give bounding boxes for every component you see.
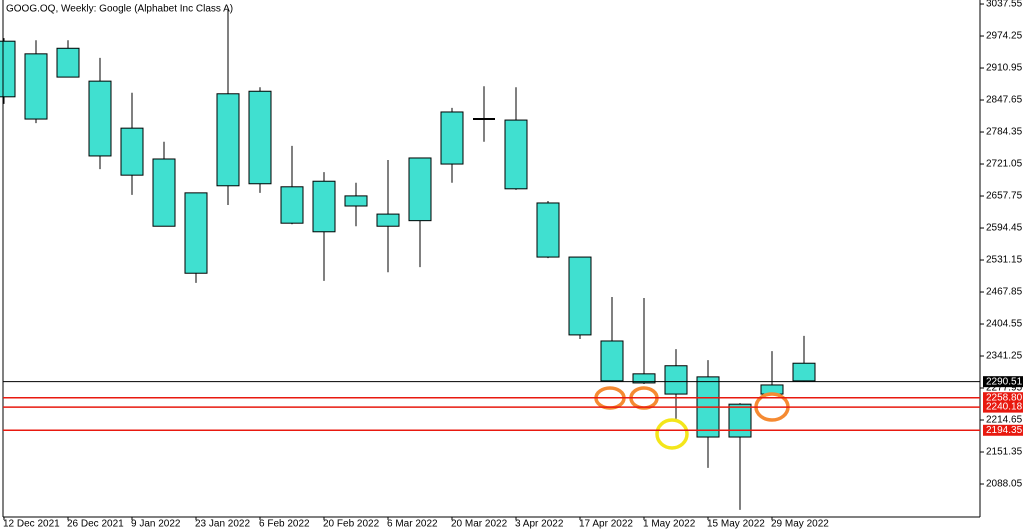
candle-body	[216, 93, 240, 187]
x-tick-label: 20 Mar 2022	[451, 519, 508, 530]
y-tick-label: 2784.35	[986, 127, 1023, 138]
candle-body	[792, 362, 816, 382]
level-label: 2240.18	[986, 402, 1023, 413]
x-tick-label: 6 Feb 2022	[259, 519, 310, 530]
y-tick-label: 2277.95	[986, 383, 1023, 394]
candle-body	[376, 213, 400, 227]
level-label-box	[983, 392, 1023, 404]
candle-body	[440, 111, 464, 165]
y-tick-label: 3037.55	[986, 0, 1023, 10]
x-tick-label: 17 Apr 2022	[579, 519, 633, 530]
y-tick-label: 2404.55	[986, 319, 1023, 330]
candle-body	[248, 90, 272, 185]
candle-body	[408, 157, 432, 222]
y-tick-label: 2847.65	[986, 95, 1023, 106]
x-tick-label: 9 Jan 2022	[131, 519, 181, 530]
candle-body	[88, 80, 112, 157]
candle-body	[0, 40, 16, 98]
y-tick-label: 2657.75	[986, 191, 1023, 202]
candle-body	[504, 119, 528, 190]
candle-body	[728, 403, 752, 438]
candle-body	[632, 373, 656, 384]
candle-body	[280, 186, 304, 224]
y-tick-label: 2467.85	[986, 287, 1023, 298]
y-tick-label: 2341.25	[986, 351, 1023, 362]
level-label: 2194.35	[986, 425, 1023, 436]
x-tick-label: 20 Feb 2022	[323, 519, 380, 530]
candle-body	[152, 158, 176, 227]
candle-body	[568, 256, 592, 336]
y-tick-label: 2531.15	[986, 255, 1023, 266]
x-tick-label: 15 May 2022	[707, 519, 765, 530]
candle-body	[664, 365, 688, 395]
candle-body	[120, 127, 144, 176]
y-tick-label: 2151.35	[986, 447, 1023, 458]
y-tick-label: 2214.65	[986, 415, 1023, 426]
x-tick-label: 23 Jan 2022	[195, 519, 250, 530]
x-tick-label: 3 Apr 2022	[515, 519, 564, 530]
level-label-box	[983, 424, 1023, 436]
y-tick-label: 2594.45	[986, 223, 1023, 234]
x-tick-label: 26 Dec 2021	[67, 519, 124, 530]
candle-body	[184, 192, 208, 274]
y-tick-label: 2721.05	[986, 159, 1023, 170]
x-tick-label: 6 Mar 2022	[387, 519, 438, 530]
annotation-circle	[655, 418, 689, 450]
y-tick-label: 2088.05	[986, 479, 1023, 490]
candle-body	[536, 202, 560, 258]
candle-body	[56, 47, 80, 78]
level-label-box	[983, 401, 1023, 413]
level-label: 2258.80	[986, 392, 1023, 403]
level-label: 2290.51	[986, 376, 1023, 387]
y-tick-label: 2974.25	[986, 31, 1023, 42]
level-label-box	[983, 376, 1023, 388]
x-tick-label: 29 May 2022	[771, 519, 829, 530]
plot	[0, 9, 816, 510]
y-tick-label: 2910.95	[986, 63, 1023, 74]
candle-body	[344, 195, 368, 207]
chart-title: GOOG.OQ, Weekly: Google (Alphabet Inc Cl…	[6, 4, 233, 15]
candle-body	[24, 53, 48, 120]
x-tick-label: 1 May 2022	[643, 519, 696, 530]
x-tick-label: 12 Dec 2021	[3, 519, 60, 530]
candle-body	[600, 340, 624, 382]
candle-body	[312, 180, 336, 233]
